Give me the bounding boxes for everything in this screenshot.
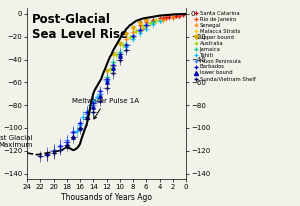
Legend: Santa Catarina, Rio de Janeiro, Senegal, Malacca Straits, upper bound, Australia: Santa Catarina, Rio de Janeiro, Senegal,… [192, 9, 257, 83]
Text: Meltwater Pulse 1A: Meltwater Pulse 1A [72, 98, 139, 119]
Text: Last Glacial
Maximum: Last Glacial Maximum [0, 135, 32, 148]
Text: Post-Glacial
Sea Level Rise: Post-Glacial Sea Level Rise [32, 13, 128, 41]
X-axis label: Thousands of Years Ago: Thousands of Years Ago [61, 193, 152, 202]
